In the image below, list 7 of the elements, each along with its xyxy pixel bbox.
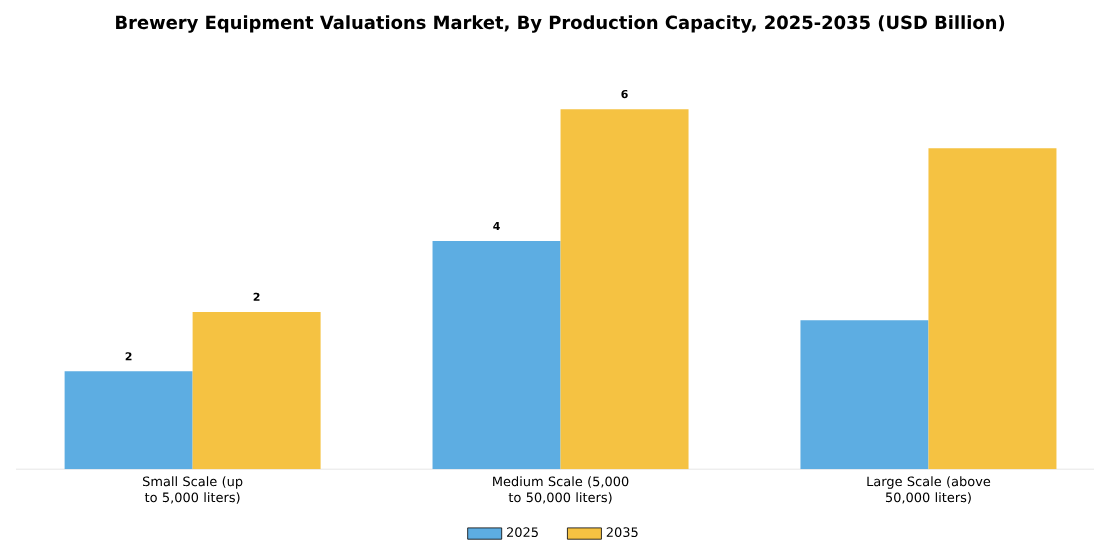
bar: [432, 240, 561, 470]
bar: [928, 148, 1057, 470]
bar: [800, 320, 929, 470]
bar: [560, 109, 689, 470]
bar: [192, 311, 321, 470]
chart-title: Brewery Equipment Valuations Market, By Production Capacity, 2025-2035 (USD Billion): [116, 15, 1005, 33]
bar: [64, 371, 193, 470]
